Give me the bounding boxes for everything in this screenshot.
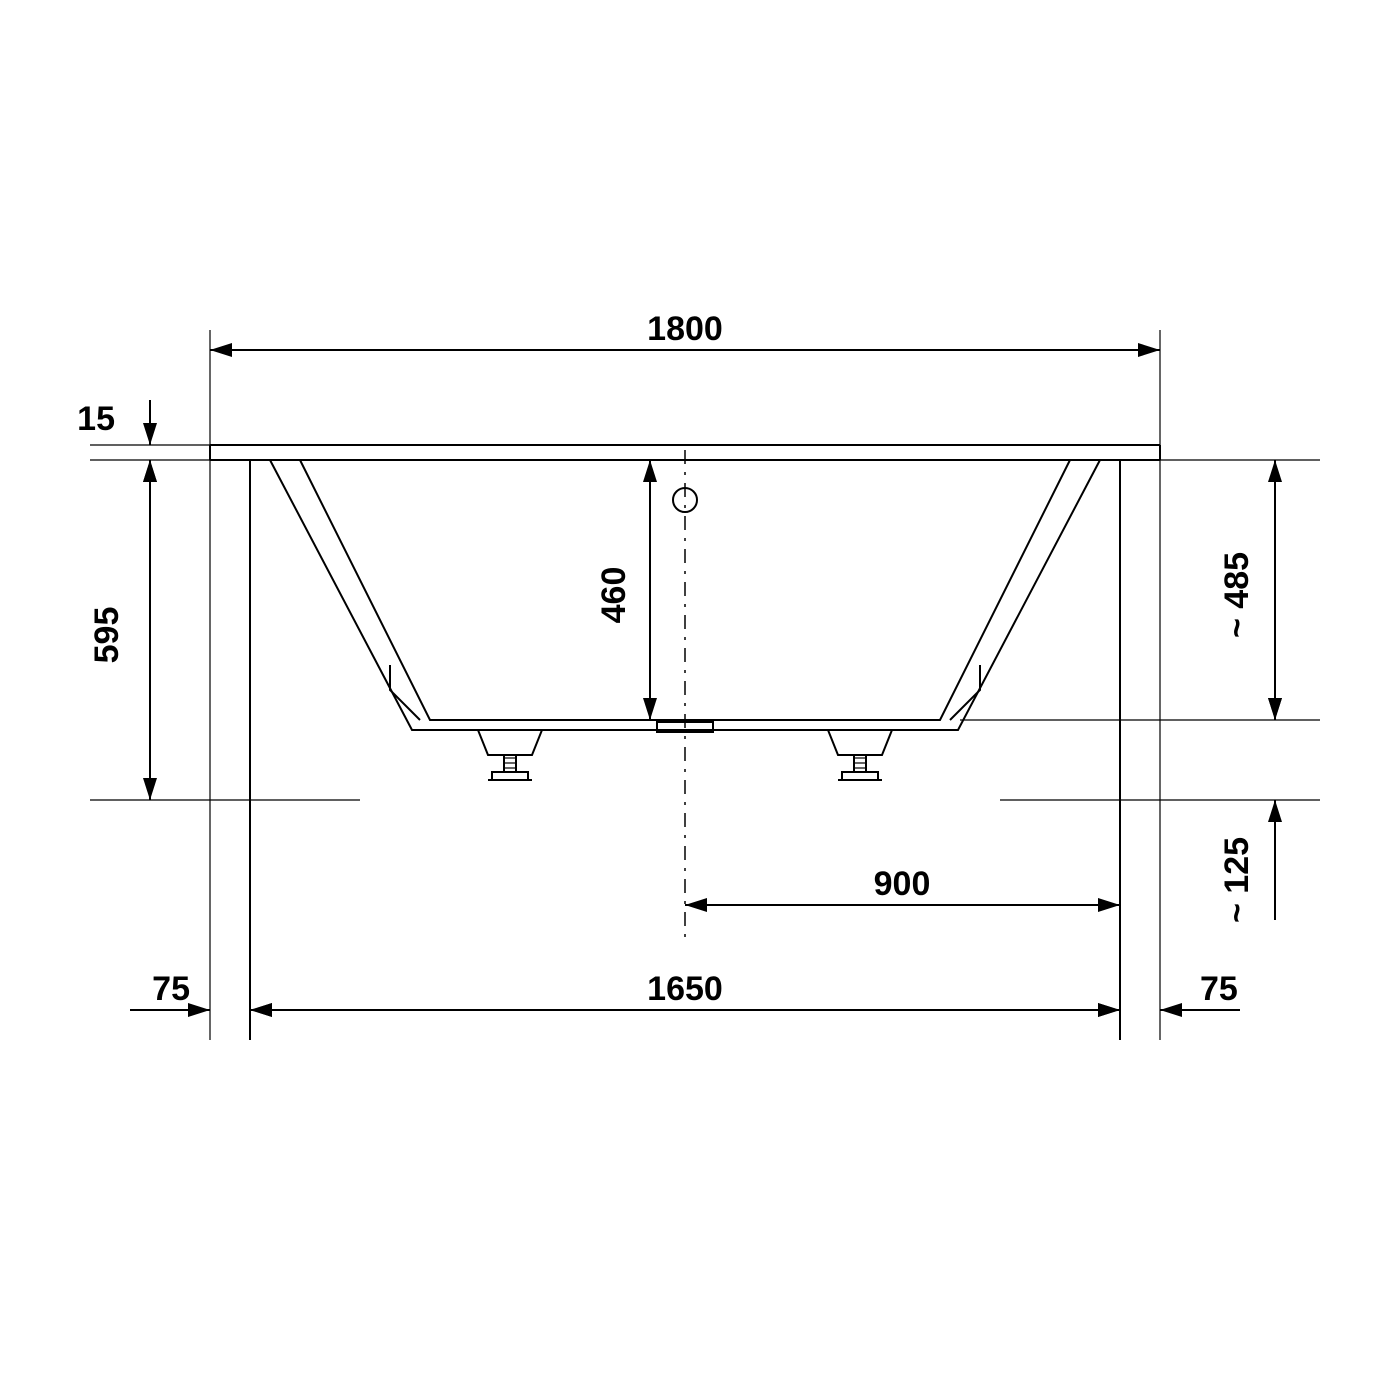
svg-text:1800: 1800 bbox=[647, 310, 723, 348]
adjustable-foot bbox=[478, 730, 542, 780]
svg-text:595: 595 bbox=[88, 607, 126, 664]
svg-text:900: 900 bbox=[874, 865, 931, 903]
adjustable-foot bbox=[828, 730, 892, 780]
svg-text:~ 485: ~ 485 bbox=[1218, 552, 1256, 638]
svg-text:75: 75 bbox=[152, 970, 190, 1008]
svg-text:75: 75 bbox=[1200, 970, 1238, 1008]
svg-text:~ 125: ~ 125 bbox=[1218, 837, 1256, 923]
svg-text:1650: 1650 bbox=[647, 970, 723, 1008]
svg-text:460: 460 bbox=[595, 567, 633, 624]
svg-text:15: 15 bbox=[77, 400, 115, 438]
